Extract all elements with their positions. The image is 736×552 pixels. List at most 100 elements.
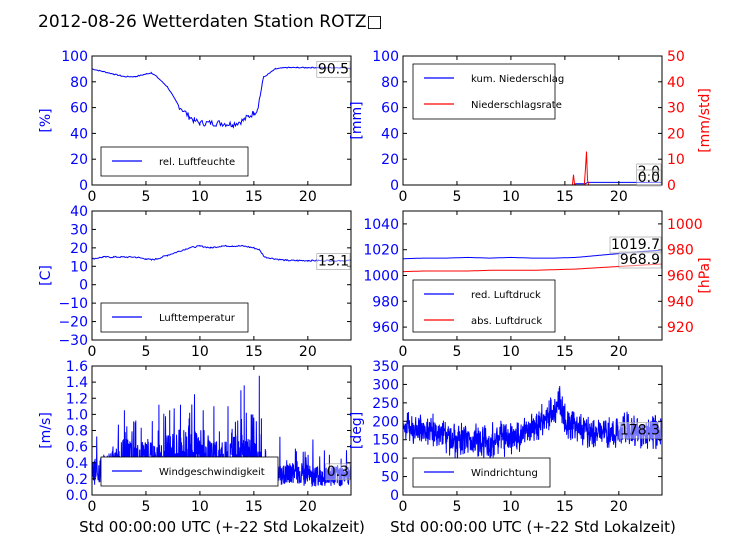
x-tick-label: 20 (299, 189, 317, 205)
y-tick-label: −20 (58, 315, 88, 331)
y-tick-label: 200 (372, 414, 399, 430)
last-value-label: 0.3 (327, 464, 349, 480)
y2-tick-label: 960 (667, 269, 694, 285)
y-tick-label: 980 (372, 294, 399, 310)
y2-tick-label: 30 (667, 101, 685, 117)
plot-area (403, 151, 662, 185)
last-value-label: 90.5 (318, 61, 349, 77)
last-value-box (325, 463, 351, 481)
y-axis-label: [%] (38, 108, 54, 132)
x-tick-label: 20 (299, 344, 317, 360)
last-value-box (316, 253, 351, 270)
y-tick-label: 100 (372, 49, 399, 65)
panel-2: 0 5 10 15 20 0 20 40 60 80 100 0 10 20 30 40 50 [mm] [mm/s… (349, 49, 713, 205)
y2-tick-label: 20 (667, 126, 685, 142)
legend-label: Windrichtung (471, 468, 538, 479)
plot-area (92, 244, 351, 263)
series-line-1 (92, 244, 351, 263)
x-tick-label: 15 (245, 344, 263, 360)
x-tick-label: 5 (452, 499, 461, 515)
y-tick-label: 0 (390, 488, 399, 504)
y-tick-label: 0.0 (66, 488, 88, 504)
figure-title: 2012-08-26 Wetterdaten Station ROTZ□ (38, 12, 383, 32)
y-tick-label: 20 (70, 241, 88, 257)
y-tick-label: 300 (372, 377, 399, 393)
x-tick-label: 20 (299, 499, 317, 515)
x-axis-label-left: Std 00:00:00 UTC (+-22 Std Lokalzeit) (79, 518, 365, 536)
y2-tick-label: 10 (667, 152, 685, 168)
y-tick-label: 150 (372, 433, 399, 449)
axes-frame (402, 55, 663, 186)
x-tick-label: 5 (452, 344, 461, 360)
y-tick-label: 100 (372, 451, 399, 467)
x-tick-label: 0 (88, 189, 97, 205)
x-tick-label: 10 (191, 189, 209, 205)
last-value-box (636, 169, 662, 187)
last-value-label: 178.3 (620, 422, 660, 438)
series-line-2 (403, 151, 662, 185)
last-value-box (609, 236, 662, 254)
x-tick-label: 5 (452, 189, 461, 205)
x-tick-label: 10 (191, 344, 209, 360)
x-tick-label: 10 (502, 189, 520, 205)
legend-label: Lufttemperatur (159, 313, 236, 324)
axes-frame (91, 55, 352, 186)
y2-axis-label: [mm/std] (697, 88, 713, 153)
y2-tick-label: 940 (667, 294, 694, 310)
y2-tick-label: 50 (667, 49, 685, 65)
y2-tick-label: 1000 (667, 217, 703, 233)
x-tick-label: 10 (191, 499, 209, 515)
y-tick-label: 40 (70, 126, 88, 142)
panel-5: 0 5 10 15 20 0.00.20.40.60.81.01.21.41.6 [m/s]… (38, 359, 352, 515)
y-tick-label: −10 (58, 296, 88, 312)
x-tick-label: 0 (88, 499, 97, 515)
x-tick-label: 5 (141, 344, 150, 360)
legend-label: red. Luftdruck (471, 290, 541, 301)
y-axis-label: [deg] (349, 412, 365, 449)
plot-area (92, 66, 351, 129)
x-tick-label: 15 (556, 499, 574, 515)
x-tick-label: 15 (245, 189, 263, 205)
y-tick-label: 0 (390, 178, 399, 194)
x-tick-label: 20 (610, 344, 628, 360)
y-tick-label: 1020 (363, 243, 399, 259)
series-line-1 (92, 66, 351, 129)
last-value-label: 0.0 (638, 170, 660, 186)
panel-6: 0 5 10 15 20050100150200250300350[deg]Windri… (349, 359, 663, 515)
y-tick-label: 0.2 (66, 472, 88, 488)
y-tick-label: 1.6 (66, 359, 88, 375)
x-tick-label: 0 (399, 189, 408, 205)
legend-label: Windgeschwindigkeit (159, 467, 265, 478)
y-tick-label: 250 (372, 396, 399, 412)
last-value-label: 13.1 (318, 254, 349, 270)
y-tick-label: 40 (381, 126, 399, 142)
panel-4: 0 5 10 15 20 960 980 1000 1020 1040 920 940 960 980 10… (363, 210, 713, 360)
x-axis-label-right: Std 00:00:00 UTC (+-22 Std Lokalzeit) (390, 518, 676, 536)
legend-label: Niederschlagsrate (471, 100, 562, 111)
y2-tick-label: 0 (667, 178, 676, 194)
y-tick-label: 100 (61, 49, 88, 65)
x-tick-label: 20 (610, 189, 628, 205)
legend-label: kum. Niederschlag (471, 74, 564, 85)
y-tick-label: 60 (381, 101, 399, 117)
y2-tick-label: 40 (667, 75, 685, 91)
x-tick-label: 5 (141, 499, 150, 515)
last-value-label: 2.0 (638, 164, 660, 180)
x-tick-label: 5 (141, 189, 150, 205)
last-value-box (316, 60, 351, 78)
x-tick-label: 0 (399, 344, 408, 360)
y-tick-label: 30 (70, 222, 88, 238)
legend-label: abs. Luftdruck (471, 316, 542, 327)
y-tick-label: 960 (372, 320, 399, 336)
y-axis-label: [m/s] (38, 412, 54, 449)
y-tick-label: 80 (381, 75, 399, 91)
y-tick-label: 1.0 (66, 407, 88, 423)
last-value-box (618, 251, 662, 269)
y-tick-label: 10 (70, 259, 88, 275)
y-tick-label: 1.4 (66, 375, 88, 391)
y-tick-label: −30 (58, 333, 88, 349)
legend-box (412, 279, 556, 333)
x-tick-label: 0 (399, 499, 408, 515)
y-tick-label: 1.2 (66, 391, 88, 407)
